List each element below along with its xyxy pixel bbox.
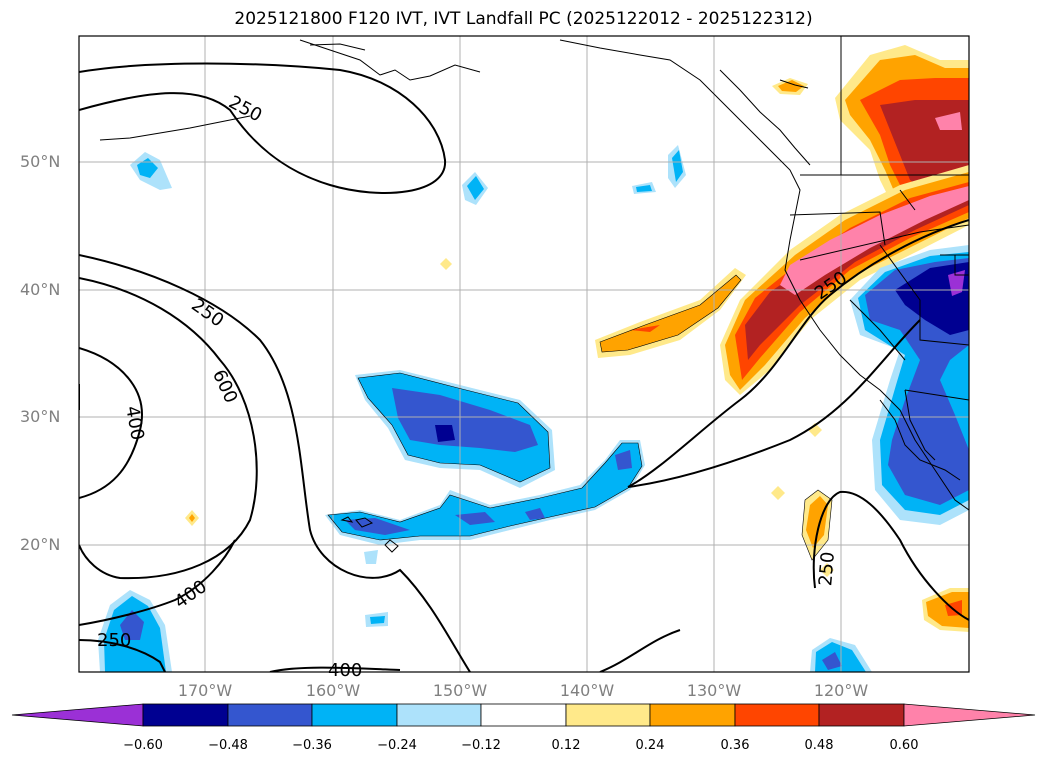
map-title: 2025121800 F120 IVT, IVT Landfall PC (20… [234, 9, 813, 29]
lon-label: 140°W [559, 681, 615, 700]
colorbar-segment [142, 703, 229, 727]
contour-label: 400 [121, 404, 148, 441]
pc-outline [327, 274, 833, 561]
negative-region-southern-tongue [325, 440, 645, 545]
ivt-contours [79, 62, 969, 672]
colorbar-segment [649, 703, 736, 727]
colorbar-segment [818, 703, 905, 727]
colorbar-tick-label: −0.24 [377, 738, 417, 753]
colorbar-tick-label: 0.24 [635, 738, 665, 753]
colorbar-segment [227, 703, 313, 727]
lon-label: 160°W [305, 681, 361, 700]
lon-label: 120°W [813, 681, 869, 700]
contour-label: 250 [187, 295, 227, 332]
colorbar-segment [734, 703, 820, 727]
lat-label: 20°N [20, 535, 61, 554]
colorbar-tick-label: 0.36 [720, 738, 750, 753]
map-frame [78, 35, 970, 673]
colorbar-tick-label: −0.60 [123, 738, 163, 753]
lat-label: 50°N [20, 152, 61, 171]
colorbar-segment [480, 703, 567, 727]
colorbar-tick-label: 0.48 [804, 738, 834, 753]
lat-label: 40°N [20, 280, 61, 299]
coastlines [99, 36, 969, 553]
lat-label: 30°N [20, 407, 61, 426]
colorbar-over-arrow [903, 703, 1036, 727]
colorbar-segment [311, 703, 398, 727]
lon-label: 130°W [686, 681, 742, 700]
colorbar-tick-label: −0.48 [208, 738, 248, 753]
colorbar-segment [565, 703, 651, 727]
colorbar-under-arrow [11, 703, 144, 727]
lon-label: 150°W [432, 681, 488, 700]
contour-label: 250 [97, 630, 131, 651]
colorbar-tick-label: −0.12 [461, 738, 501, 753]
contour-label: 250 [815, 551, 839, 587]
colorbar [11, 703, 1036, 727]
contour-label: 400 [328, 660, 362, 681]
contour-label: 600 [208, 366, 242, 406]
lon-label: 170°W [177, 681, 233, 700]
colorbar-tick-label: 0.60 [889, 738, 919, 753]
ivt-shading [79, 36, 969, 672]
contour-label: 250 [225, 92, 265, 127]
colorbar-tick-label: −0.36 [292, 738, 332, 753]
colorbar-tick-label: 0.12 [551, 738, 581, 753]
colorbar-segment [396, 703, 482, 727]
